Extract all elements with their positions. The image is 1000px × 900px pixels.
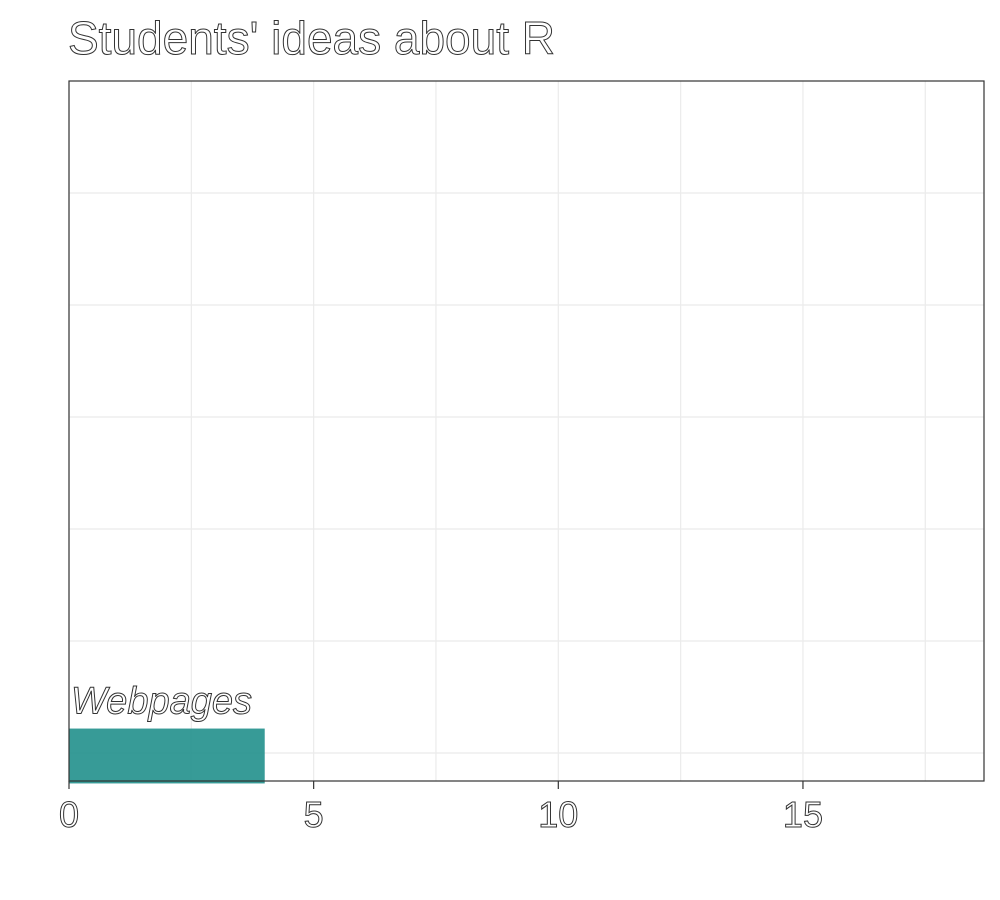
- x-tick-label: 10: [538, 794, 578, 835]
- bar-webpages: [69, 728, 265, 784]
- chart-title: Students' ideas about R: [68, 12, 555, 64]
- x-tick-label: 0: [59, 794, 79, 835]
- bars: [69, 728, 265, 784]
- grid: [68, 81, 984, 781]
- x-tick-label: 5: [304, 794, 324, 835]
- bar-label: Webpages: [71, 681, 252, 723]
- x-tick-label: 15: [783, 794, 823, 835]
- panel-border: [68, 80, 985, 782]
- x-axis-ticks: 0 5 10 15: [58, 781, 823, 836]
- bar-labels: Webpages: [71, 680, 253, 723]
